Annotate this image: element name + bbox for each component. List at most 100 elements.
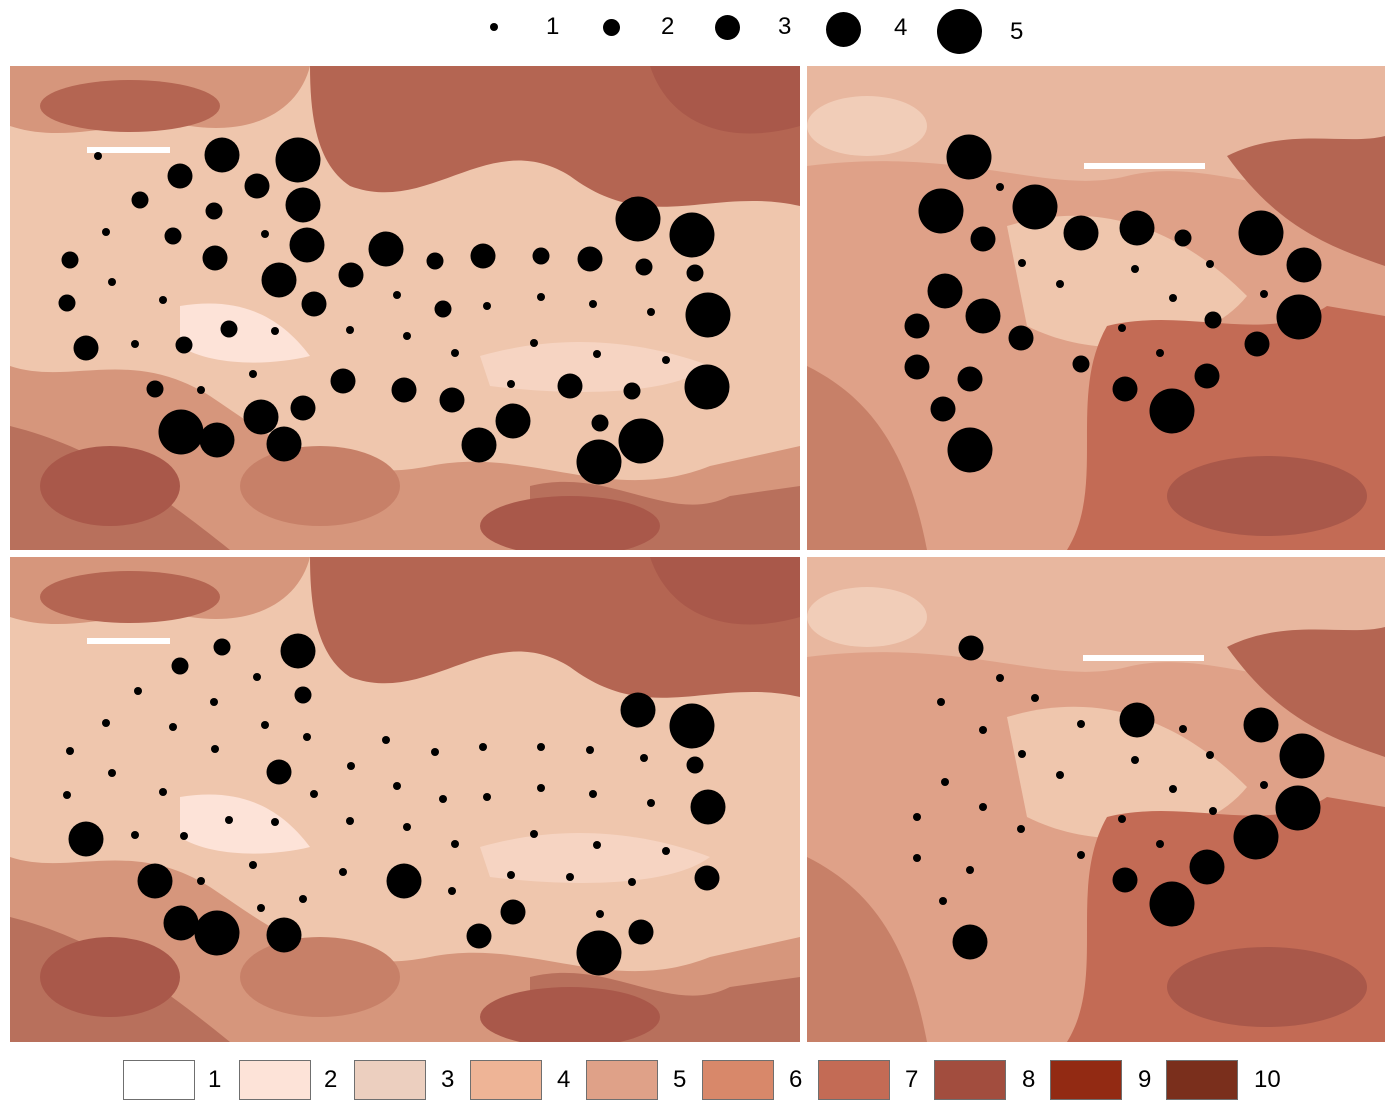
- sample-point: [576, 439, 622, 485]
- sample-point: [271, 818, 279, 826]
- sample-point: [507, 380, 515, 388]
- sample-point: [684, 364, 730, 410]
- sample-point: [63, 791, 71, 799]
- sample-point: [647, 308, 655, 316]
- sample-point: [108, 769, 116, 777]
- sample-point: [937, 698, 945, 706]
- sample-point: [346, 326, 354, 334]
- sample-point: [257, 904, 265, 912]
- sample-point: [479, 743, 487, 751]
- sample-point: [1204, 311, 1222, 329]
- sample-point: [1194, 363, 1220, 389]
- sample-point: [530, 830, 538, 838]
- sample-point: [1156, 840, 1164, 848]
- color-legend-label: 8: [1022, 1066, 1036, 1093]
- sample-point: [451, 349, 459, 357]
- sample-point: [159, 296, 167, 304]
- sample-point: [615, 196, 661, 242]
- sample-point: [1056, 771, 1064, 779]
- size-legend-label: 3: [778, 13, 792, 40]
- terrain-raster: [10, 557, 800, 1042]
- sample-point: [1233, 814, 1279, 860]
- sample-point: [386, 863, 422, 899]
- sample-point: [204, 137, 240, 173]
- sample-point: [1156, 349, 1164, 357]
- sample-point: [1056, 280, 1064, 288]
- sample-point: [244, 173, 270, 199]
- sample-point: [1276, 294, 1322, 340]
- size-legend-label: 1: [546, 13, 560, 40]
- sample-point: [261, 230, 269, 238]
- sample-point: [1008, 325, 1034, 351]
- sample-point: [1174, 229, 1192, 247]
- sample-point: [566, 873, 574, 881]
- sample-point: [159, 788, 167, 796]
- sample-point: [1260, 781, 1268, 789]
- sample-point: [557, 373, 583, 399]
- sample-point: [382, 736, 390, 744]
- sample-point: [403, 823, 411, 831]
- sample-point: [1017, 825, 1025, 833]
- sample-point: [347, 762, 355, 770]
- sample-point: [266, 426, 302, 462]
- sample-point: [448, 887, 456, 895]
- sample-point: [164, 227, 182, 245]
- sample-point: [941, 778, 949, 786]
- sample-point: [1243, 707, 1279, 743]
- sample-point: [577, 246, 603, 272]
- sample-point: [470, 243, 496, 269]
- sample-point: [205, 202, 223, 220]
- map-panel-top-left: [10, 66, 800, 550]
- point-layer: [63, 633, 726, 976]
- color-legend-label: 7: [905, 1066, 919, 1093]
- color-legend-label: 2: [324, 1066, 338, 1093]
- sample-point: [662, 356, 670, 364]
- sample-point: [102, 228, 110, 236]
- sample-point: [285, 187, 321, 223]
- sample-point: [694, 865, 720, 891]
- sample-point: [299, 895, 307, 903]
- sample-point: [220, 320, 238, 338]
- sample-point: [58, 294, 76, 312]
- color-legend-label: 6: [789, 1066, 803, 1093]
- sample-point: [1275, 785, 1321, 831]
- point-layer: [904, 134, 1322, 473]
- sample-point: [1179, 725, 1187, 733]
- sample-point: [403, 332, 411, 340]
- sample-point: [426, 252, 444, 270]
- sample-point: [1189, 849, 1225, 885]
- sample-point: [451, 840, 459, 848]
- map-panel-bottom-right: [807, 557, 1385, 1042]
- sample-point: [261, 262, 297, 298]
- map-panel-top-right: [807, 66, 1385, 550]
- sample-point: [266, 759, 292, 785]
- sample-point: [294, 686, 312, 704]
- sample-point: [73, 335, 99, 361]
- sample-point: [197, 877, 205, 885]
- size-legend-dot-3: [714, 14, 740, 40]
- sample-point: [1072, 355, 1090, 373]
- color-legend-swatch-4: [470, 1060, 542, 1100]
- sample-point: [1018, 259, 1026, 267]
- sample-point: [466, 923, 492, 949]
- sample-point: [507, 871, 515, 879]
- sample-point: [1119, 702, 1155, 738]
- scale-bar: [87, 638, 170, 644]
- sample-point: [202, 245, 228, 271]
- sample-point: [686, 264, 704, 282]
- sample-point: [913, 813, 921, 821]
- color-legend-label: 3: [441, 1066, 455, 1093]
- sample-point: [483, 793, 491, 801]
- sample-point: [530, 339, 538, 347]
- color-legend-swatch-5: [586, 1060, 658, 1100]
- color-legend-swatch-6: [702, 1060, 774, 1100]
- sample-point: [339, 868, 347, 876]
- sample-point: [586, 746, 594, 754]
- sample-point: [930, 396, 956, 422]
- sample-point: [303, 733, 311, 741]
- sample-point: [393, 291, 401, 299]
- sample-point: [532, 247, 550, 265]
- sample-point: [965, 298, 1001, 334]
- sample-point: [620, 692, 656, 728]
- sample-point: [1238, 210, 1284, 256]
